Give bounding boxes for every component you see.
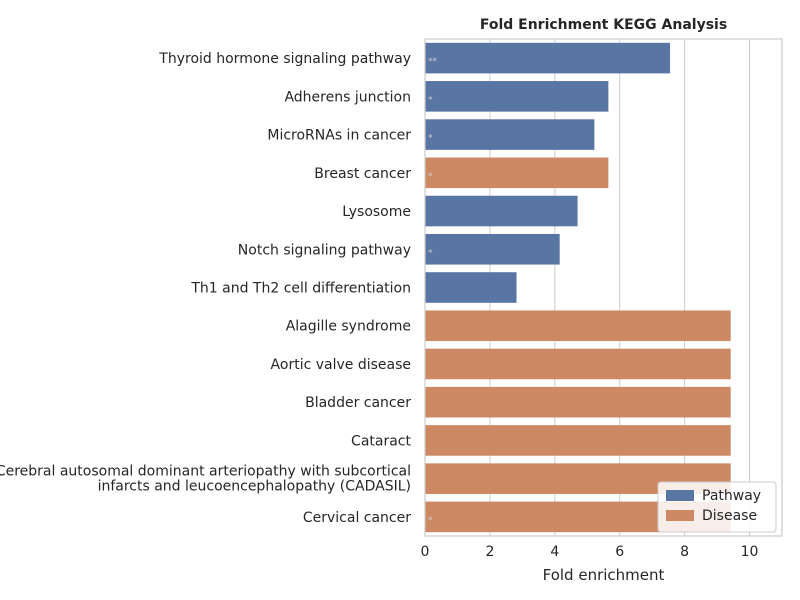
bar-8 xyxy=(425,348,731,380)
category-label-12: Cervical cancer xyxy=(303,510,411,526)
plot-frame xyxy=(424,38,783,537)
legend-swatch-disease xyxy=(666,510,694,521)
significance-marker-5: * xyxy=(428,248,433,258)
category-label-11: Cerebral autosomal dominant arteriopathy… xyxy=(0,464,411,495)
bar-4 xyxy=(425,195,578,227)
bar-5 xyxy=(425,233,560,265)
category-label-3: Breast cancer xyxy=(314,166,411,182)
category-label-5: Notch signaling pathway xyxy=(238,242,411,258)
significance-marker-12: * xyxy=(428,516,433,526)
bars: ******* xyxy=(425,42,731,533)
significance-marker-0: ** xyxy=(428,57,438,67)
legend: Pathway Disease xyxy=(657,481,777,533)
x-tick-label-0: 0 xyxy=(421,544,430,560)
x-tick-label-8: 8 xyxy=(680,544,689,560)
bar-9 xyxy=(425,386,731,418)
plot-border xyxy=(424,38,783,537)
category-label-1: Adherens junction xyxy=(284,89,411,105)
category-label-9: Bladder cancer xyxy=(305,395,411,411)
x-tick-label-10: 10 xyxy=(741,544,759,560)
significance-marker-2: * xyxy=(428,134,433,144)
legend-swatch-pathway xyxy=(666,490,694,501)
category-label-4: Lysosome xyxy=(342,204,411,220)
bar-2 xyxy=(425,119,595,150)
x-tick-label-4: 4 xyxy=(550,544,559,560)
category-label-7: Alagille syndrome xyxy=(286,319,411,335)
chart-title: Fold Enrichment KEGG Analysis xyxy=(480,17,727,33)
bar-3 xyxy=(425,157,609,189)
x-tick-label-2: 2 xyxy=(485,544,494,560)
category-label-6: Th1 and Th2 cell differentiation xyxy=(190,281,411,297)
category-label-2: MicroRNAs in cancer xyxy=(267,128,411,144)
bar-7 xyxy=(425,310,731,342)
category-labels: Thyroid hormone signaling pathway Adheren… xyxy=(0,51,412,526)
category-label-10: Cataract xyxy=(351,433,411,449)
bar-1 xyxy=(425,81,609,112)
x-axis-label: Fold enrichment xyxy=(543,566,665,584)
category-label-8: Aortic valve disease xyxy=(271,357,411,373)
category-label-0: Thyroid hormone signaling pathway xyxy=(158,51,411,67)
significance-marker-3: * xyxy=(428,172,433,182)
legend-label-pathway: Pathway xyxy=(702,488,761,504)
bar-0 xyxy=(425,42,671,74)
x-tick-label-6: 6 xyxy=(615,544,624,560)
x-ticks: 0 2 4 6 8 10 xyxy=(421,544,759,560)
significance-marker-1: * xyxy=(428,95,433,105)
bar-6 xyxy=(425,272,517,303)
bar-10 xyxy=(425,425,731,456)
legend-label-disease: Disease xyxy=(702,508,757,524)
